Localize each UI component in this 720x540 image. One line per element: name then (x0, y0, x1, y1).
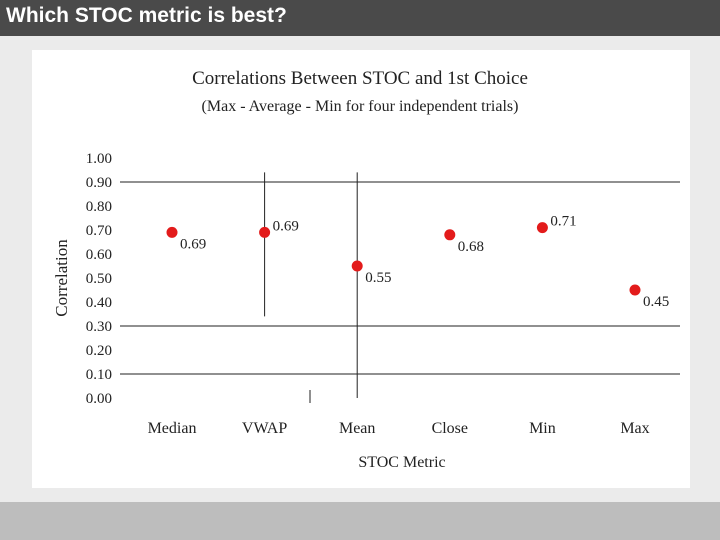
chart-panel: Correlations Between STOC and 1st Choice… (32, 50, 690, 488)
x-tick-label: VWAP (242, 420, 287, 437)
y-tick-label: 0.30 (86, 319, 112, 335)
chart-subtitle: (Max - Average - Min for four independen… (202, 98, 519, 115)
x-axis-label: STOC Metric (358, 454, 445, 471)
data-labels: 0.69 0.69 0.55 0.68 0.71 0.45 (180, 214, 669, 310)
data-point (536, 222, 548, 234)
data-label: 0.68 (458, 239, 484, 255)
y-axis-label: Correlation (52, 239, 71, 317)
slide-title-bar: Which STOC metric is best? (0, 0, 720, 36)
data-points (166, 222, 641, 296)
y-tick-label: 0.00 (86, 391, 112, 407)
data-point (259, 226, 271, 238)
x-tick-label: Median (148, 420, 197, 437)
x-tick-label: Mean (339, 420, 375, 437)
data-label: 0.69 (273, 218, 299, 234)
y-tick-label: 0.70 (86, 223, 112, 239)
y-tick-label: 0.80 (86, 199, 112, 215)
data-point (629, 284, 641, 296)
y-tick-label: 0.50 (86, 271, 112, 287)
y-tick-label: 0.10 (86, 367, 112, 383)
data-label: 0.55 (365, 270, 391, 286)
x-tick-label: Close (432, 420, 468, 437)
y-tick-label: 0.90 (86, 175, 112, 191)
data-label: 0.45 (643, 294, 669, 310)
correlation-chart: Correlations Between STOC and 1st Choice… (52, 68, 680, 471)
data-point (351, 260, 363, 272)
gridlines (120, 181, 680, 375)
y-tick-labels: 1.00 0.90 0.80 0.70 0.60 0.50 0.40 0.30 0.20 0.10… (86, 151, 112, 407)
data-label: 0.69 (180, 236, 206, 252)
data-label: 0.71 (550, 214, 576, 230)
slide-title: Which STOC metric is best? (6, 4, 287, 27)
error-bars (264, 172, 358, 398)
y-tick-label: 0.20 (86, 343, 112, 359)
y-tick-label: 0.60 (86, 247, 112, 263)
data-point (166, 226, 178, 238)
y-tick-label: 1.00 (86, 151, 112, 167)
x-tick-label: Min (529, 420, 556, 437)
x-tick-label: Max (620, 420, 649, 437)
chart-title: Correlations Between STOC and 1st Choice (192, 68, 528, 89)
x-tick-labels: Median VWAP Mean Close Min Max (148, 420, 650, 437)
footer-bar (0, 502, 720, 540)
data-point (444, 229, 456, 241)
y-tick-label: 0.40 (86, 295, 112, 311)
